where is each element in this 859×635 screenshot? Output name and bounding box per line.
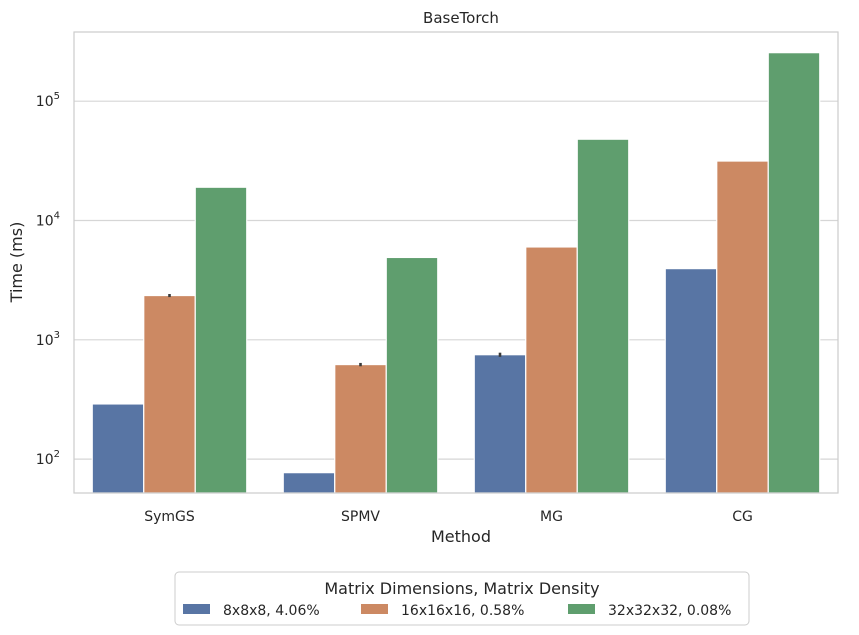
chart-title: BaseTorch: [423, 9, 499, 27]
legend-label: 8x8x8, 4.06%: [223, 603, 320, 619]
legend-swatch: [568, 604, 595, 614]
bar: [282, 472, 336, 494]
y-tick-label: 104: [36, 210, 60, 229]
legend: Matrix Dimensions, Matrix Density 8x8x8,…: [174, 571, 750, 626]
x-tick-labels: SymGS SPMV MG CG: [144, 509, 753, 525]
x-axis-label: Method: [431, 527, 491, 546]
bar: [473, 354, 527, 494]
bar: [194, 186, 248, 494]
bar: [525, 246, 578, 494]
x-tick-label: SPMV: [341, 509, 380, 525]
legend-label: 32x32x32, 0.08%: [608, 603, 731, 619]
bar: [664, 268, 718, 494]
legend-label: 16x16x16, 0.58%: [401, 603, 524, 619]
bars: [91, 52, 821, 494]
y-tick-labels: 102 103 104 105: [36, 91, 60, 468]
y-tick-label: 103: [36, 330, 60, 349]
x-tick-label: SymGS: [144, 509, 195, 525]
legend-swatch: [183, 604, 210, 614]
error-bars: [168, 294, 502, 367]
y-tick-label: 102: [36, 449, 60, 468]
legend-box: [174, 571, 750, 626]
y-axis-label: Time (ms): [7, 222, 26, 304]
x-tick-label: MG: [540, 509, 563, 525]
bar: [716, 160, 769, 494]
bar: [576, 138, 630, 494]
bar: [767, 52, 821, 494]
legend-items: 8x8x8, 4.06% 16x16x16, 0.58% 32x32x32, 0.0…: [183, 603, 731, 619]
legend-swatch: [361, 604, 388, 614]
x-tick-label: CG: [732, 509, 753, 525]
y-tick-label: 105: [36, 91, 60, 110]
bar: [91, 403, 145, 494]
plot-frame: [73, 31, 839, 494]
bar: [143, 294, 196, 494]
legend-title: Matrix Dimensions, Matrix Density: [324, 579, 599, 598]
bar: [334, 363, 387, 494]
bar: [385, 256, 439, 494]
